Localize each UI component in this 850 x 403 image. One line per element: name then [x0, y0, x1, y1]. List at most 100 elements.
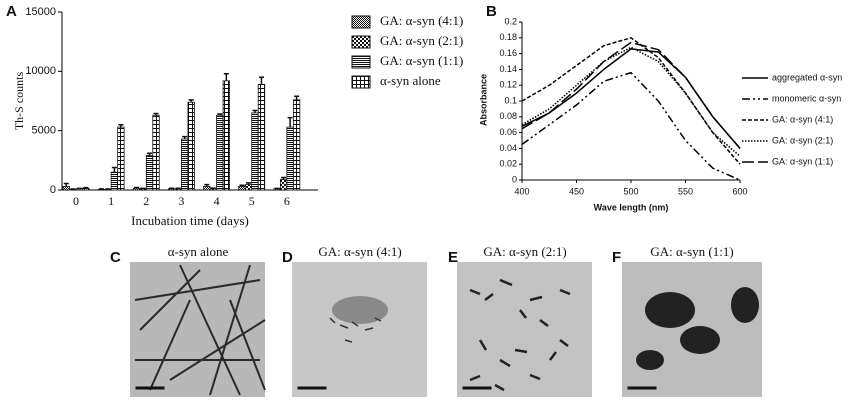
panel-title: GA: α-syn (4:1): [318, 244, 401, 259]
legend-label: GA: α-syn (2:1): [772, 135, 833, 145]
error-bar: [147, 152, 153, 156]
line: [521, 41, 741, 149]
x-axis-label: Wave length (nm): [594, 202, 669, 212]
y-tick-label: 0.02: [499, 159, 517, 169]
error-bar: [169, 187, 175, 189]
fibrils: [134, 264, 266, 396]
bar: [257, 83, 266, 191]
error-bar: [281, 176, 287, 180]
error-bar: [188, 99, 194, 103]
panel-label: A: [6, 3, 17, 20]
aggregates: [636, 287, 759, 370]
panel-label: B: [486, 3, 497, 20]
x-tick-label: 4: [214, 194, 220, 208]
bar: [82, 187, 90, 191]
y-tick-label: 0.18: [499, 32, 517, 42]
line: [521, 71, 741, 181]
panel-title: GA: α-syn (1:1): [650, 244, 733, 259]
legend-label: α-syn alone: [380, 73, 441, 88]
x-tick-label: 0: [73, 194, 79, 208]
panel-label: D: [282, 249, 293, 266]
fibrils: [329, 317, 382, 343]
error-bar: [118, 123, 124, 128]
legend-swatch: [351, 15, 371, 29]
y-tick-label: 0.14: [499, 64, 517, 74]
bar: [168, 188, 176, 191]
micrographs: [130, 262, 762, 397]
error-bar: [258, 76, 264, 85]
bar: [117, 126, 125, 191]
error-bar: [239, 184, 245, 187]
x-tick-label: 6: [284, 194, 290, 208]
legend-label: GA: α-syn (4:1): [380, 13, 463, 28]
bar: [222, 80, 230, 191]
bar: [62, 186, 70, 191]
error-bar: [252, 109, 258, 113]
bar: [187, 101, 195, 191]
panel-label: F: [612, 249, 621, 266]
error-bar: [245, 182, 251, 185]
x-tick-label: 1: [108, 194, 114, 208]
error-bar: [153, 112, 159, 116]
y-tick-label: 0.16: [499, 48, 517, 58]
x-tick-label: 600: [732, 186, 747, 196]
fibrils: [469, 278, 571, 392]
error-bar: [134, 186, 140, 189]
error-bar: [287, 116, 293, 128]
y-tick-label: 0: [512, 174, 517, 184]
x-tick-label: 2: [143, 194, 149, 208]
error-bar: [182, 135, 188, 139]
bar: [238, 186, 246, 191]
y-tick-label: 0.12: [499, 80, 517, 90]
bar: [244, 184, 253, 191]
line: [521, 37, 741, 165]
bar: [145, 155, 154, 191]
bar: [292, 99, 301, 191]
bar: [181, 138, 189, 191]
legend-swatch: [351, 75, 371, 89]
y-tick-label: 15000: [25, 6, 56, 18]
y-tick-label: 10000: [25, 65, 56, 77]
panel-label: C: [110, 249, 121, 266]
legend-label: monomeric α-syn: [772, 93, 841, 103]
bar: [132, 187, 141, 191]
bar: [279, 178, 288, 191]
x-tick-label: 450: [569, 186, 584, 196]
error-bar: [175, 187, 181, 189]
error-bar: [63, 182, 69, 187]
bar: [152, 114, 160, 191]
bar: [203, 186, 211, 191]
bar: [174, 188, 182, 191]
x-axis-label: Incubation time (days): [131, 213, 249, 228]
bar: [110, 171, 119, 191]
panel-label: E: [448, 249, 458, 266]
y-axis-label: Absorbance: [478, 74, 488, 126]
y-tick-label: 0.04: [499, 143, 517, 153]
error-bar: [217, 113, 223, 116]
y-tick-label: 0: [50, 184, 56, 196]
bar: [216, 114, 224, 191]
legend-label: GA: α-syn (4:1): [772, 114, 833, 124]
panel-title: GA: α-syn (2:1): [483, 244, 566, 259]
y-tick-label: 5000: [32, 125, 56, 137]
x-tick-label: 400: [514, 186, 529, 196]
panel-title: α-syn alone: [168, 244, 229, 259]
legend-label: GA: α-syn (1:1): [772, 156, 833, 166]
y-tick-label: 0.1: [504, 95, 517, 105]
x-tick-label: 5: [249, 194, 255, 208]
x-tick-label: 500: [623, 186, 638, 196]
bar: [286, 126, 294, 191]
error-bar: [210, 187, 216, 189]
line: [521, 48, 741, 149]
legend-label: aggregated α-syn: [772, 72, 842, 82]
error-bar: [294, 95, 300, 100]
micrograph: [457, 262, 592, 397]
y-tick-label: 0.2: [504, 16, 517, 26]
scale-bars: [135, 386, 657, 390]
legend-label: GA: α-syn (2:1): [380, 33, 463, 48]
legend-swatch: [351, 35, 371, 49]
y-tick-label: 0.06: [499, 127, 517, 137]
bar: [251, 112, 259, 191]
error-bar: [204, 183, 210, 187]
